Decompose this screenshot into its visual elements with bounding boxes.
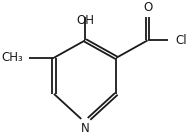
Text: OH: OH bbox=[76, 14, 94, 27]
Text: O: O bbox=[143, 1, 152, 14]
Text: N: N bbox=[81, 123, 89, 136]
Text: CH₃: CH₃ bbox=[1, 51, 23, 64]
Text: Cl: Cl bbox=[176, 34, 187, 47]
